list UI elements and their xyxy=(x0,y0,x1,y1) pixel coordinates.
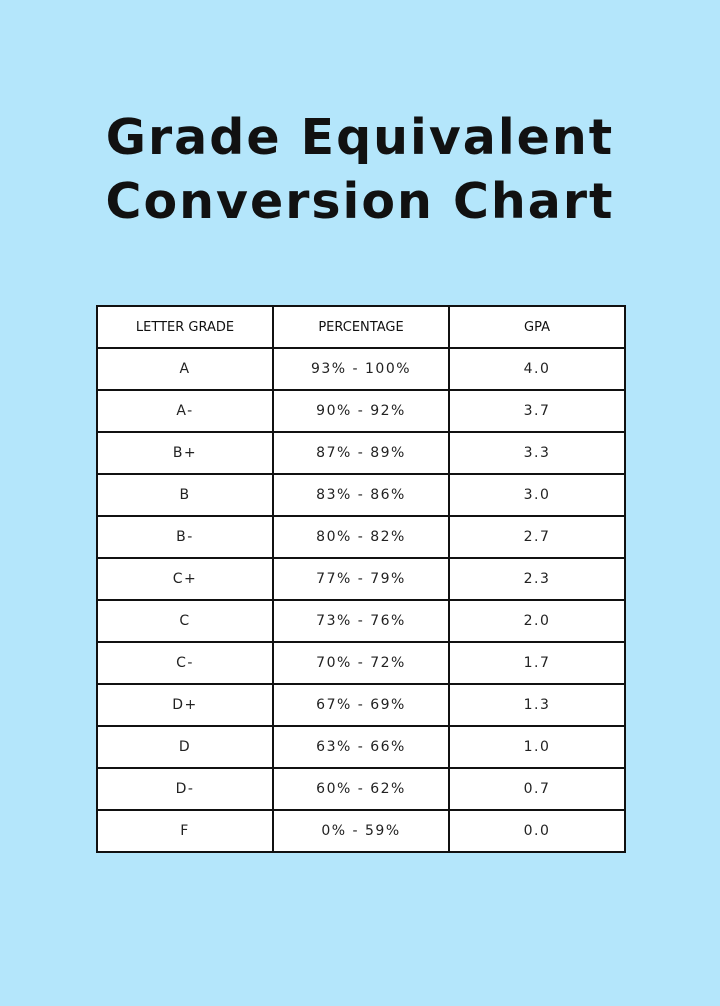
table-row: A 93% - 100% 4.0 xyxy=(96,347,626,391)
table-cell: 77% - 79% xyxy=(272,557,450,601)
table-cell: 60% - 62% xyxy=(272,767,450,811)
table-cell: 0% - 59% xyxy=(272,809,450,853)
table-cell: 67% - 69% xyxy=(272,683,450,727)
table-cell: 3.3 xyxy=(448,431,626,475)
table-cell: 3.0 xyxy=(448,473,626,517)
table-cell: C- xyxy=(96,641,274,685)
table-cell: F xyxy=(96,809,274,853)
table-cell: 1.7 xyxy=(448,641,626,685)
table-cell: 90% - 92% xyxy=(272,389,450,433)
table-cell: 87% - 89% xyxy=(272,431,450,475)
table-row: B 83% - 86% 3.0 xyxy=(96,473,626,517)
table-cell: 1.0 xyxy=(448,725,626,769)
table-row: F 0% - 59% 0.0 xyxy=(96,809,626,853)
column-header: GPA xyxy=(448,305,626,349)
table-cell: 2.3 xyxy=(448,557,626,601)
table-cell: 2.7 xyxy=(448,515,626,559)
table-row: C- 70% - 72% 1.7 xyxy=(96,641,626,685)
table-row: B+ 87% - 89% 3.3 xyxy=(96,431,626,475)
title-line: Conversion Chart xyxy=(105,173,615,230)
column-header: PERCENTAGE xyxy=(272,305,450,349)
table-row: A- 90% - 92% 3.7 xyxy=(96,389,626,433)
table-cell: B xyxy=(96,473,274,517)
table-cell: 2.0 xyxy=(448,599,626,643)
table-cell: C+ xyxy=(96,557,274,601)
table-row: C 73% - 76% 2.0 xyxy=(96,599,626,643)
table-row: D+ 67% - 69% 1.3 xyxy=(96,683,626,727)
table-cell: 73% - 76% xyxy=(272,599,450,643)
table-cell: 0.0 xyxy=(448,809,626,853)
table-cell: A- xyxy=(96,389,274,433)
table-cell: 63% - 66% xyxy=(272,725,450,769)
table-cell: A xyxy=(96,347,274,391)
table-cell: 80% - 82% xyxy=(272,515,450,559)
table-row: C+ 77% - 79% 2.3 xyxy=(96,557,626,601)
table-cell: 0.7 xyxy=(448,767,626,811)
table-cell: D- xyxy=(96,767,274,811)
table-row: D- 60% - 62% 0.7 xyxy=(96,767,626,811)
table-cell: 4.0 xyxy=(448,347,626,391)
column-header: LETTER GRADE xyxy=(96,305,274,349)
table-cell: 83% - 86% xyxy=(272,473,450,517)
header-row: LETTER GRADE PERCENTAGE GPA xyxy=(96,305,626,349)
table-cell: 3.7 xyxy=(448,389,626,433)
table-row: D 63% - 66% 1.0 xyxy=(96,725,626,769)
grade-table: LETTER GRADE PERCENTAGE GPA A 93% - 100% 4.0… xyxy=(96,305,626,853)
table-row: B- 80% - 82% 2.7 xyxy=(96,515,626,559)
title: Grade Equivalent Conversion Chart xyxy=(0,106,720,234)
table-body: A 93% - 100% 4.0 A- 90% - 92% 3.7 B+ 87% - 89% 3… xyxy=(96,347,626,853)
table-cell: 93% - 100% xyxy=(272,347,450,391)
table-cell: 70% - 72% xyxy=(272,641,450,685)
table-cell: 1.3 xyxy=(448,683,626,727)
table-head: LETTER GRADE PERCENTAGE GPA xyxy=(96,305,626,349)
title-line: Grade Equivalent xyxy=(105,109,615,166)
table-cell: D+ xyxy=(96,683,274,727)
table-cell: B- xyxy=(96,515,274,559)
table-cell: C xyxy=(96,599,274,643)
table-cell: D xyxy=(96,725,274,769)
table-cell: B+ xyxy=(96,431,274,475)
